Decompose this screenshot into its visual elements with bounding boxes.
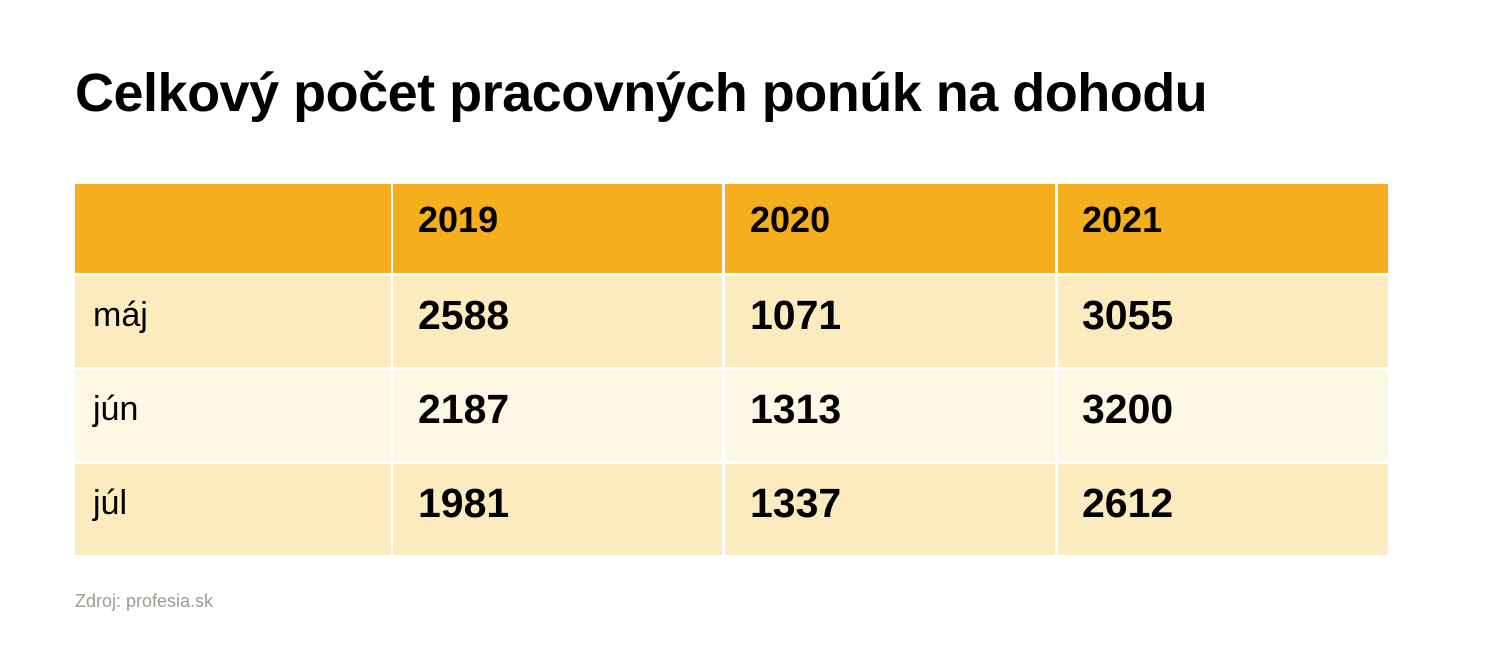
row-label: júl	[75, 464, 391, 555]
value-cell: 1071	[725, 276, 1055, 367]
value-cell: 1981	[393, 464, 722, 555]
row-label: máj	[75, 276, 391, 367]
column-header: 2019	[393, 184, 722, 273]
column-header: 2021	[1058, 184, 1388, 273]
value-cell: 2612	[1058, 464, 1388, 555]
value-cell: 3055	[1058, 276, 1388, 367]
value-cell: 2588	[393, 276, 722, 367]
value-cell: 3200	[1058, 370, 1388, 461]
header-corner	[75, 184, 391, 273]
source: Zdroj: profesia.sk	[75, 591, 214, 611]
row-label: jún	[75, 370, 391, 461]
column-header: 2020	[725, 184, 1055, 273]
value-cell: 2187	[393, 370, 722, 461]
title: Celkový počet pracovných ponúk na dohodu	[75, 63, 1208, 123]
value-cell: 1313	[725, 370, 1055, 461]
value-cell: 1337	[725, 464, 1055, 555]
